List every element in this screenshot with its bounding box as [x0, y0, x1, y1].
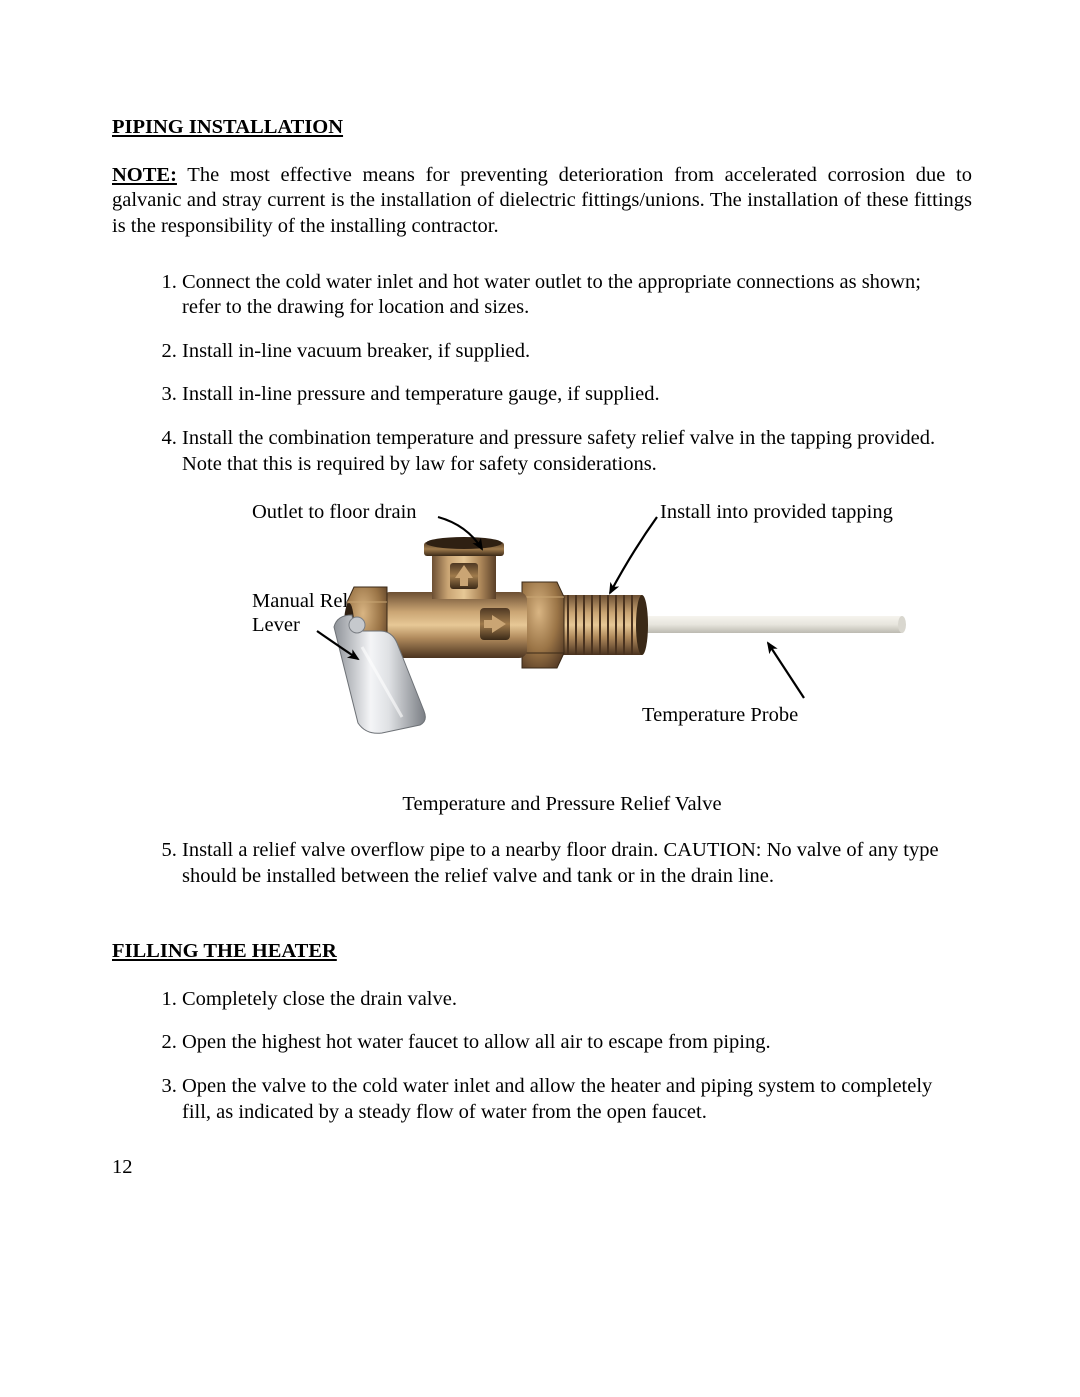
valve-hex-right-icon: [522, 582, 564, 668]
filling-step-2: Open the highest hot water faucet to all…: [182, 1030, 972, 1056]
page-number: 12: [112, 1155, 133, 1181]
valve-top-outlet-icon: [424, 537, 504, 599]
relief-valve-figure: Outlet to floor drain Install into provi…: [152, 497, 982, 792]
note-label: NOTE:: [112, 164, 177, 186]
note-text: The most effective means for preventing …: [112, 164, 972, 237]
piping-step-2: Install in-line vacuum breaker, if suppl…: [182, 339, 972, 365]
filling-step-1: Completely close the drain valve.: [182, 987, 972, 1013]
piping-step-1: Connect the cold water inlet and hot wat…: [182, 270, 972, 321]
relief-valve-svg: [152, 497, 982, 792]
piping-step-4: Install the combination temperature and …: [182, 426, 972, 477]
piping-step-5: Install a relief valve overflow pipe to …: [182, 838, 972, 889]
valve-threads-icon: [552, 595, 648, 655]
piping-step-3: Install in-line pressure and temperature…: [182, 382, 972, 408]
piping-steps-list: Connect the cold water inlet and hot wat…: [112, 270, 972, 478]
piping-steps-list-cont: Install a relief valve overflow pipe to …: [112, 838, 972, 889]
note-paragraph: NOTE: The most effective means for preve…: [112, 163, 972, 240]
heading-filling-heater: FILLING THE HEATER: [112, 939, 972, 965]
filling-step-3: Open the valve to the cold water inlet a…: [182, 1074, 972, 1125]
valve-body-icon: [382, 592, 527, 658]
figure-caption: Temperature and Pressure Relief Valve: [112, 792, 972, 818]
valve-probe-icon: [622, 616, 902, 633]
heading-piping-installation: PIPING INSTALLATION: [112, 115, 972, 141]
filling-steps-list: Completely close the drain valve. Open t…: [112, 987, 972, 1126]
